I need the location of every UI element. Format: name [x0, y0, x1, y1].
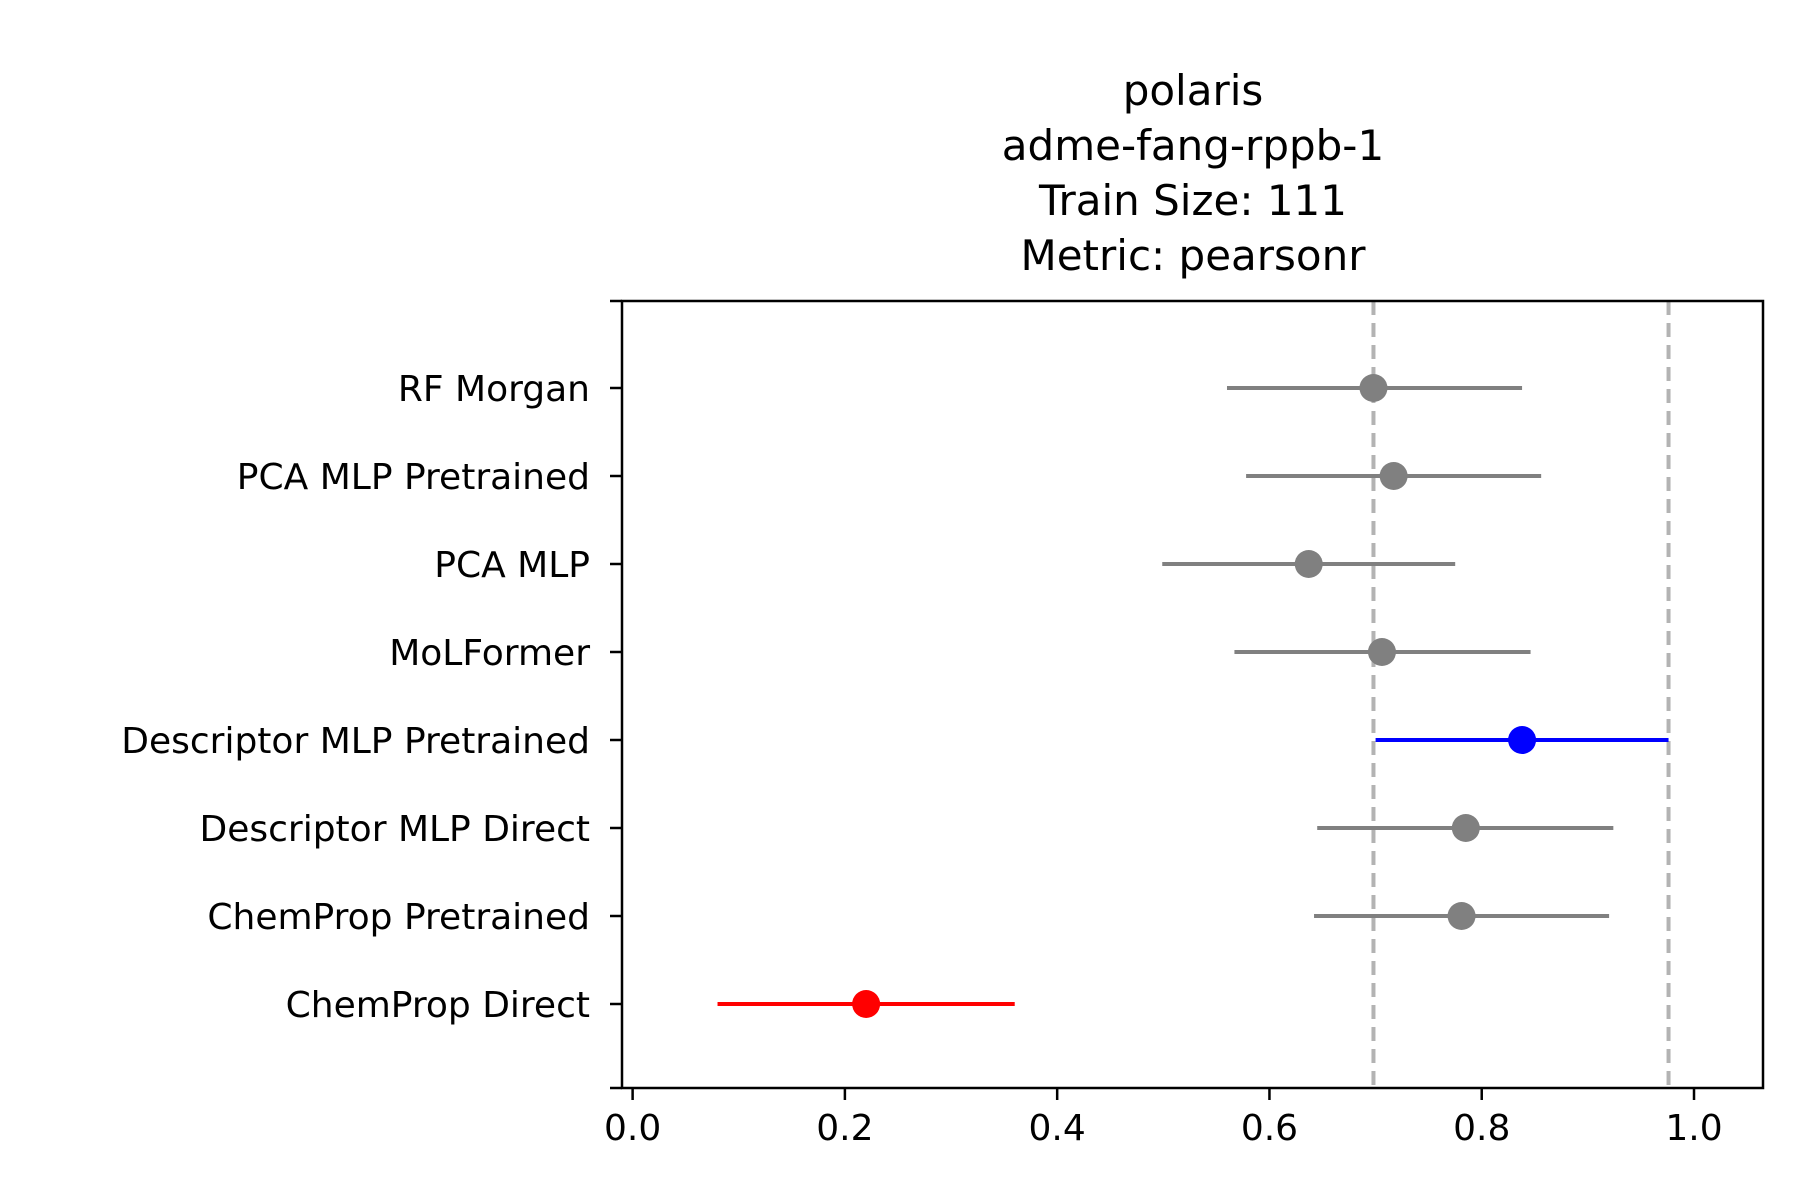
y-tick-label: RF Morgan	[398, 369, 590, 410]
y-tick-label: PCA MLP	[434, 545, 590, 586]
x-tick-label: 0.0	[604, 1108, 661, 1149]
plot-frame	[620, 299, 1765, 1090]
chart-title-line-3: Train Size: 111	[1038, 176, 1347, 225]
y-tick-label: PCA MLP Pretrained	[237, 457, 590, 498]
y-tick-label: Descriptor MLP Pretrained	[121, 721, 590, 762]
data-point	[1508, 726, 1537, 754]
data-point	[1359, 374, 1388, 402]
y-tick-label: Descriptor MLP Direct	[199, 809, 590, 850]
y-tick-label: MoLFormer	[389, 633, 590, 674]
x-tick-label: 0.4	[1029, 1108, 1086, 1149]
data-point	[1451, 814, 1480, 842]
chart-title-line-4: Metric: pearsonr	[1020, 231, 1366, 280]
data-point	[852, 990, 881, 1018]
data-point	[1294, 550, 1323, 578]
chart-title-line-2: adme-fang-rppb-1	[1002, 121, 1384, 170]
plot-area: RF Morgan PCA MLP Pretrained PCA MLP MoLFor…	[121, 299, 1765, 1149]
data-point	[1379, 462, 1408, 490]
chart-title: polaris adme-fang-rppb-1 Train Size: 111…	[1002, 66, 1384, 280]
chart-title-line-1: polaris	[1123, 66, 1264, 115]
x-tick-label: 0.2	[816, 1108, 873, 1149]
x-tick-label: 1.0	[1665, 1108, 1722, 1149]
data-point	[1447, 902, 1476, 930]
y-tick-label: ChemProp Pretrained	[207, 897, 590, 938]
x-tick-label: 0.6	[1241, 1108, 1298, 1149]
y-tick-label: ChemProp Direct	[286, 985, 590, 1026]
x-tick-label: 0.8	[1453, 1108, 1510, 1149]
data-point	[1367, 638, 1396, 666]
